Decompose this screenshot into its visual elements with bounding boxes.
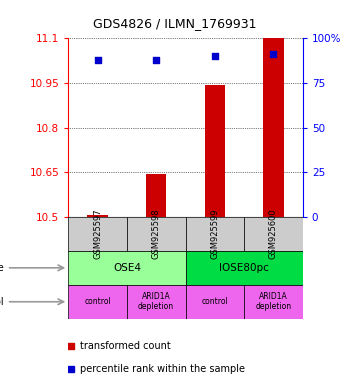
Bar [68, 251, 186, 285]
Text: GDS4826 / ILMN_1769931: GDS4826 / ILMN_1769931 [93, 17, 257, 30]
Bar [87, 215, 108, 217]
Text: cell line: cell line [0, 263, 4, 273]
Text: GSM925600: GSM925600 [269, 209, 278, 259]
Bar [127, 217, 186, 251]
Text: control: control [202, 297, 228, 306]
Text: OSE4: OSE4 [113, 263, 141, 273]
Bar [68, 285, 127, 319]
Bar [244, 217, 303, 251]
Text: GSM925599: GSM925599 [210, 209, 219, 259]
Point [95, 57, 100, 63]
Text: percentile rank within the sample: percentile rank within the sample [80, 364, 245, 374]
Text: GSM925598: GSM925598 [152, 209, 161, 259]
Bar [68, 217, 127, 251]
Bar [204, 84, 225, 217]
Point [271, 51, 276, 58]
Text: ARID1A
depletion: ARID1A depletion [138, 292, 174, 311]
Text: IOSE80pc: IOSE80pc [219, 263, 269, 273]
Bar [186, 285, 244, 319]
Bar [146, 174, 167, 217]
Bar [186, 217, 244, 251]
Text: transformed count: transformed count [80, 341, 171, 351]
Text: ARID1A
depletion: ARID1A depletion [256, 292, 292, 311]
Point [212, 53, 218, 59]
Bar [263, 38, 284, 217]
Point [153, 57, 159, 63]
Bar [186, 251, 303, 285]
Text: GSM925597: GSM925597 [93, 209, 102, 259]
Text: control: control [84, 297, 111, 306]
Bar [127, 285, 186, 319]
Bar [244, 285, 303, 319]
Text: protocol: protocol [0, 297, 4, 307]
